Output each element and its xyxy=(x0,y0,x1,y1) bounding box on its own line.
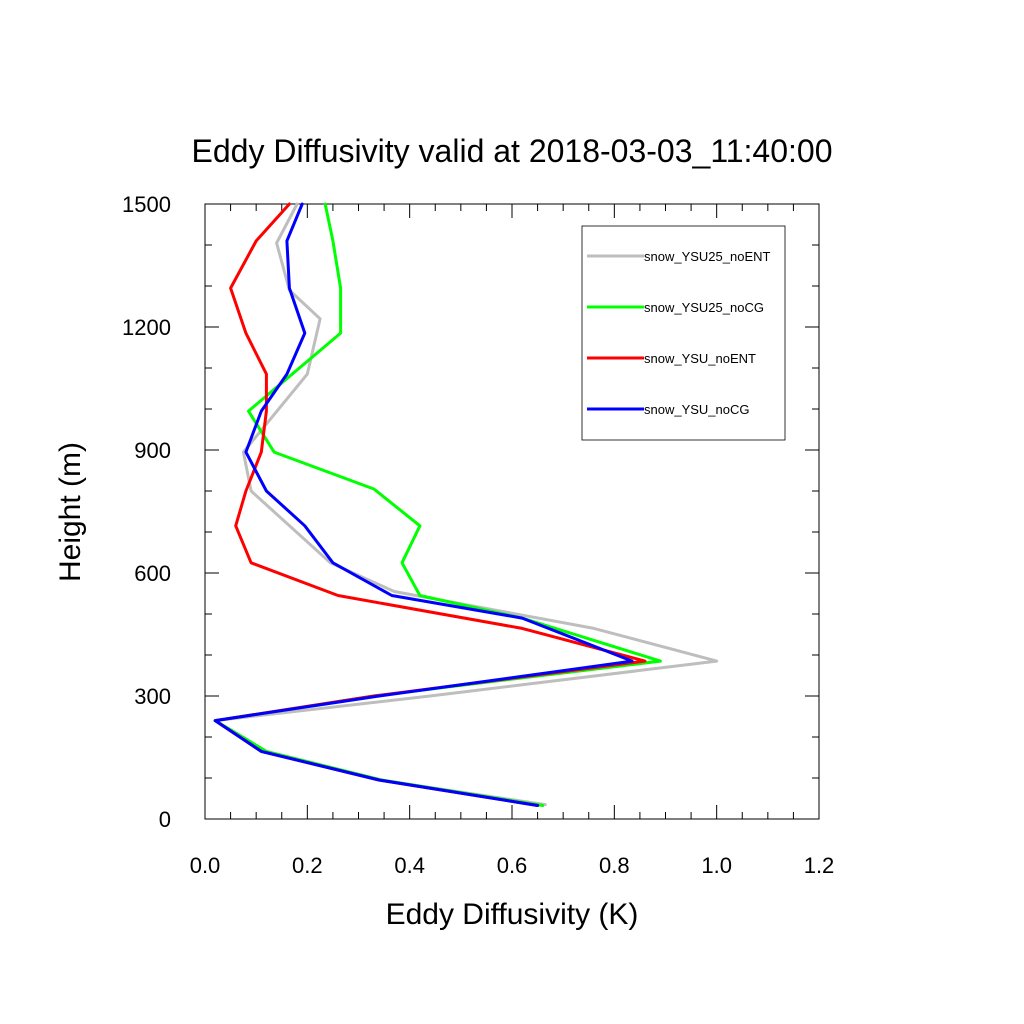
x-tick-label: 1.0 xyxy=(701,853,732,878)
x-tick-label: 1.2 xyxy=(804,853,835,878)
x-axis-label: Eddy Diffusivity (K) xyxy=(386,898,639,931)
x-tick-label: 0.8 xyxy=(599,853,630,878)
x-tick-label: 0.0 xyxy=(190,853,221,878)
legend-label: snow_YSU_noENT xyxy=(644,351,756,366)
legend: snow_YSU25_noENT snow_YSU25_noCG snow_YSU_… xyxy=(581,225,786,441)
legend-box xyxy=(581,225,786,441)
x-tick-label: 0.2 xyxy=(292,853,323,878)
y-axis-label: Height (m) xyxy=(54,442,87,582)
x-tick-label: 0.4 xyxy=(394,853,425,878)
y-tick-label: 300 xyxy=(134,684,171,709)
y-tick-label: 1500 xyxy=(122,192,171,217)
series-line-snow_YSU_noCG xyxy=(213,202,634,807)
y-tick-label: 600 xyxy=(134,561,171,586)
y-tick-label: 0 xyxy=(159,807,171,832)
y-tick-label: 900 xyxy=(134,438,171,463)
plot-area: 0.0 0.2 0.4 0.6 0.8 1.0 1.2 0 300 600 900 1200 1500 xyxy=(122,192,834,878)
x-tick-label: 0.6 xyxy=(497,853,528,878)
legend-label: snow_YSU25_noCG xyxy=(644,300,764,315)
legend-label: snow_YSU_noCG xyxy=(644,402,750,417)
y-tick-label: 1200 xyxy=(122,315,171,340)
chart-title: Eddy Diffusivity valid at 2018-03-03_11:… xyxy=(192,133,833,169)
legend-label: snow_YSU25_noENT xyxy=(644,249,771,264)
